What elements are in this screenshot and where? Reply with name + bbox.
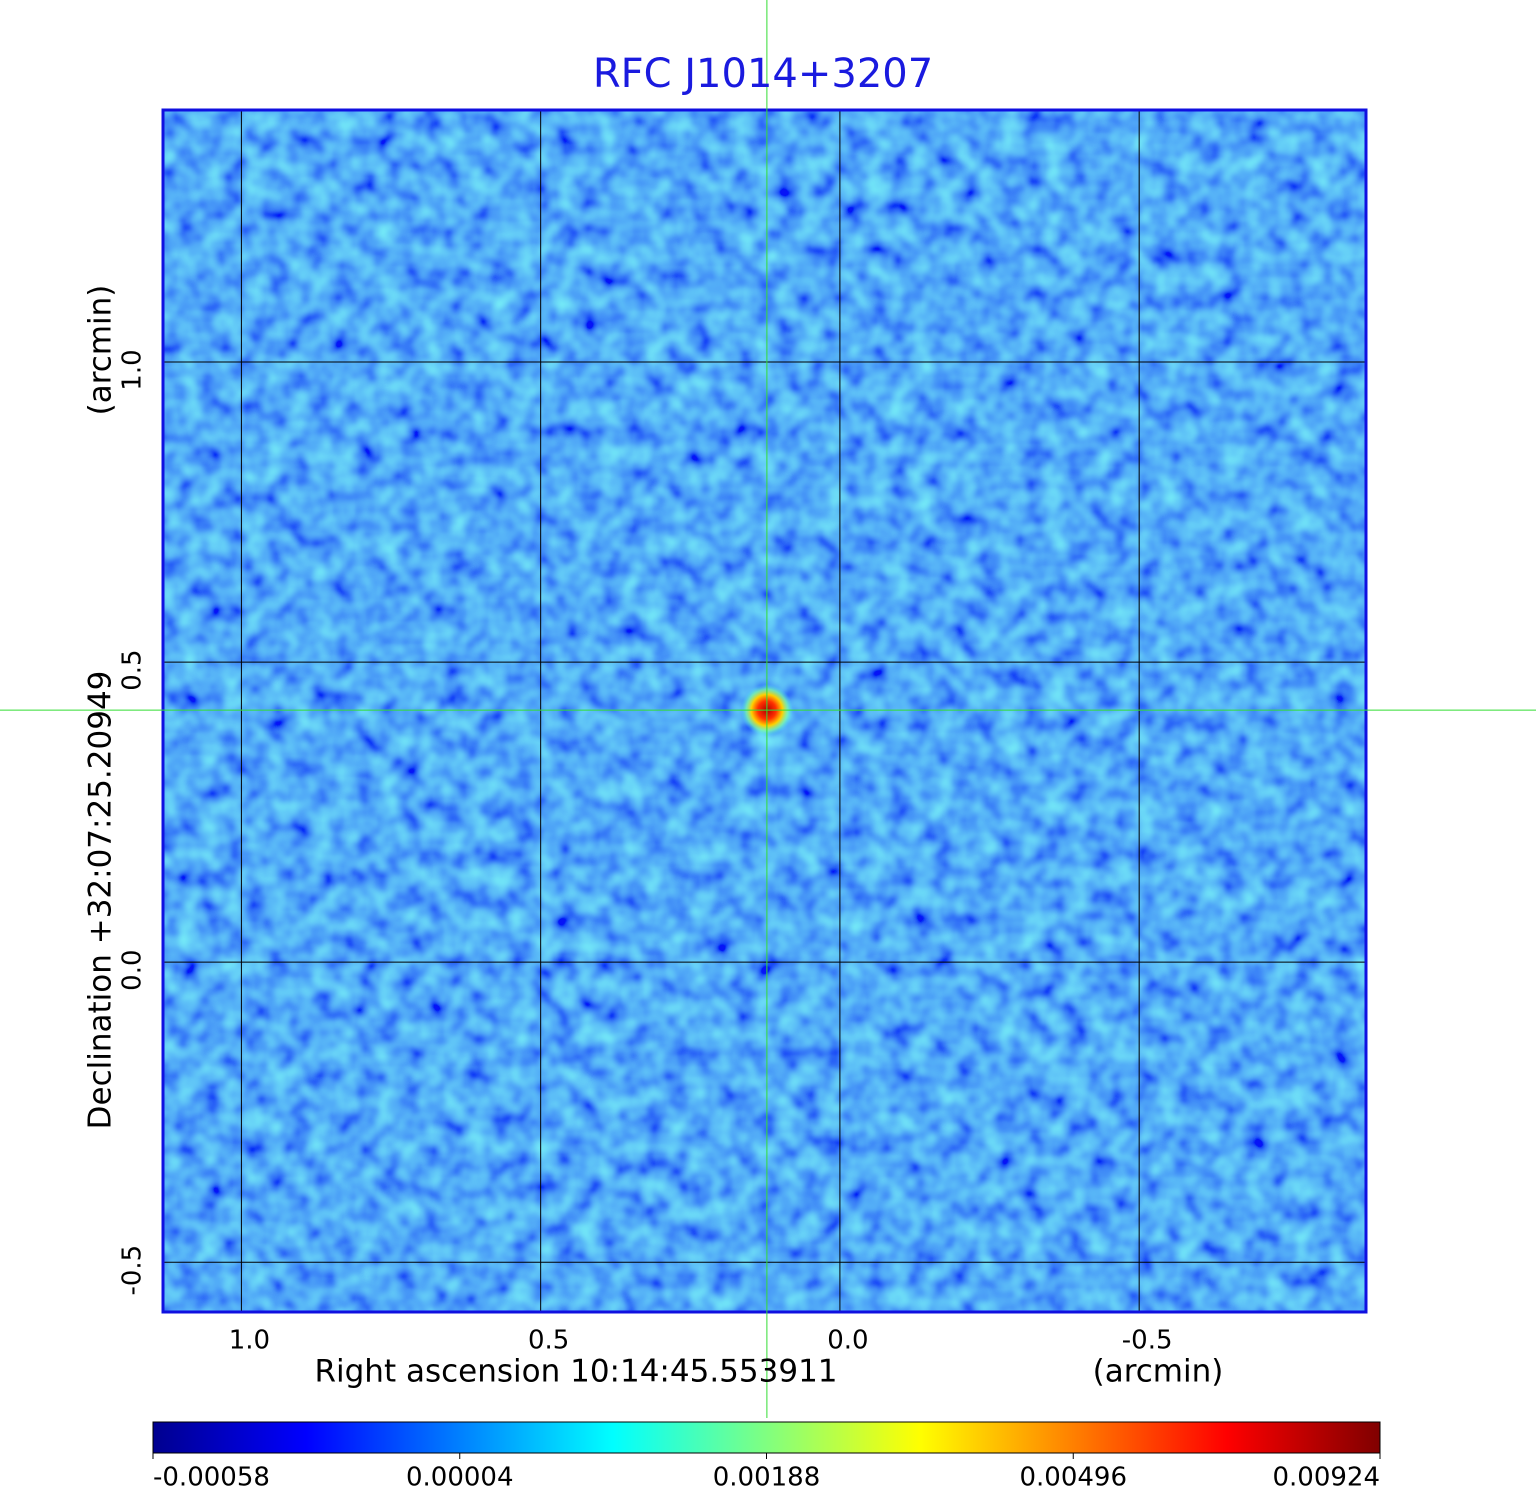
x-tick-label: -0.5 <box>1122 1326 1173 1356</box>
chart-title: RFC J1014+3207 <box>593 51 933 97</box>
colorbar-tick-label: -0.00058 <box>153 1463 270 1493</box>
x-tick-label: 1.0 <box>229 1326 270 1356</box>
y-tick-label: 0.0 <box>118 949 148 990</box>
plot-frame <box>161 108 1368 1314</box>
y-tick-label: 1.0 <box>118 349 148 390</box>
colorbar <box>152 1421 1381 1454</box>
colorbar-tick-label: 0.00004 <box>406 1463 514 1493</box>
x-axis-unit: (arcmin) <box>1093 1354 1224 1390</box>
x-tick-label: 0.5 <box>528 1326 569 1356</box>
y-axis-unit: (arcmin) <box>83 285 119 416</box>
colorbar-tick-label: 0.00188 <box>713 1463 821 1493</box>
colorbar-tick-label: 0.00496 <box>1019 1463 1127 1493</box>
colorbar-tick-label: 0.00924 <box>1272 1463 1380 1493</box>
x-axis-label: Right ascension 10:14:45.553911 <box>314 1354 837 1390</box>
y-tick-label: -0.5 <box>118 1245 148 1296</box>
x-tick-label: 0.0 <box>827 1326 868 1356</box>
y-axis-label: Declination +32:07:25.20949 <box>83 671 119 1130</box>
y-tick-label: 0.5 <box>118 649 148 690</box>
